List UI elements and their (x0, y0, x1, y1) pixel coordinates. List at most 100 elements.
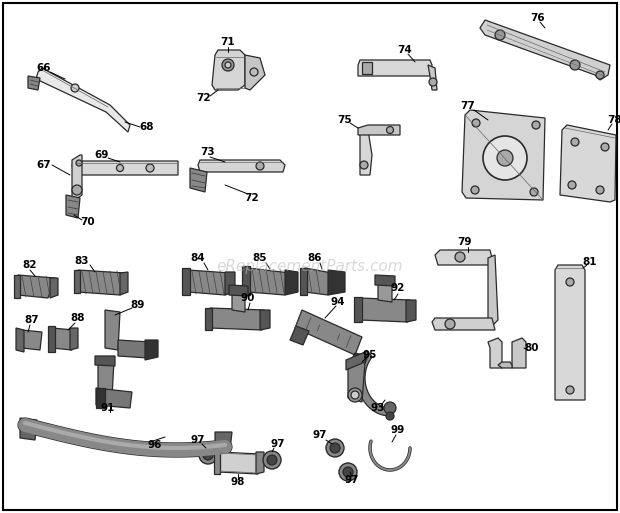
Polygon shape (212, 50, 245, 90)
Circle shape (483, 136, 527, 180)
Polygon shape (118, 340, 150, 358)
Polygon shape (98, 358, 114, 398)
Polygon shape (348, 353, 368, 370)
Text: 69: 69 (95, 150, 109, 160)
Text: 70: 70 (81, 217, 95, 227)
Circle shape (455, 252, 465, 262)
Polygon shape (428, 65, 437, 90)
Text: 90: 90 (241, 293, 255, 303)
Polygon shape (560, 125, 616, 202)
Polygon shape (328, 270, 345, 295)
Polygon shape (305, 268, 332, 295)
Circle shape (571, 138, 579, 146)
Text: 86: 86 (308, 253, 322, 263)
Polygon shape (406, 300, 416, 322)
Text: 99: 99 (391, 425, 405, 435)
Circle shape (568, 181, 576, 189)
Circle shape (343, 467, 353, 477)
Polygon shape (20, 418, 37, 440)
Polygon shape (245, 55, 265, 90)
Polygon shape (48, 326, 55, 352)
Text: 96: 96 (148, 440, 162, 450)
Polygon shape (215, 432, 232, 452)
Polygon shape (190, 168, 207, 192)
Text: 97: 97 (312, 430, 327, 440)
Circle shape (566, 278, 574, 286)
Polygon shape (260, 310, 270, 330)
Circle shape (472, 119, 480, 127)
Polygon shape (66, 195, 80, 218)
Text: 94: 94 (330, 297, 345, 307)
Polygon shape (95, 356, 115, 366)
Polygon shape (346, 352, 365, 370)
Polygon shape (360, 298, 410, 322)
Polygon shape (248, 268, 290, 295)
Circle shape (471, 186, 479, 194)
Text: 67: 67 (37, 160, 51, 170)
Circle shape (199, 446, 217, 464)
Text: 91: 91 (101, 403, 115, 413)
Text: 83: 83 (75, 256, 89, 266)
Circle shape (263, 451, 281, 469)
Polygon shape (300, 268, 307, 295)
Polygon shape (256, 452, 264, 474)
Polygon shape (214, 450, 220, 474)
Text: 74: 74 (397, 45, 412, 55)
Polygon shape (14, 275, 20, 298)
Polygon shape (348, 360, 365, 402)
Text: 97: 97 (345, 475, 359, 485)
Polygon shape (480, 20, 610, 80)
Polygon shape (225, 272, 235, 295)
Polygon shape (354, 297, 362, 322)
Text: 78: 78 (608, 115, 620, 125)
Text: 66: 66 (37, 63, 51, 73)
Polygon shape (36, 68, 130, 132)
Text: 95: 95 (363, 350, 377, 360)
Text: 81: 81 (583, 257, 597, 267)
Polygon shape (120, 272, 128, 295)
Polygon shape (375, 275, 395, 286)
Polygon shape (362, 62, 372, 74)
Circle shape (330, 443, 340, 453)
Circle shape (495, 30, 505, 40)
Circle shape (267, 455, 277, 465)
Circle shape (566, 386, 574, 394)
Polygon shape (295, 310, 362, 355)
Polygon shape (72, 155, 82, 200)
Circle shape (117, 165, 123, 171)
Polygon shape (78, 270, 125, 295)
Polygon shape (555, 265, 585, 400)
Polygon shape (498, 362, 512, 368)
Text: 92: 92 (391, 283, 405, 293)
Polygon shape (105, 310, 120, 350)
Polygon shape (290, 326, 309, 345)
Circle shape (339, 463, 357, 481)
Polygon shape (435, 250, 492, 265)
Circle shape (250, 68, 258, 76)
Text: 68: 68 (140, 122, 154, 132)
Text: 85: 85 (253, 253, 267, 263)
Circle shape (146, 164, 154, 172)
Polygon shape (52, 328, 74, 350)
Polygon shape (188, 270, 230, 295)
Circle shape (72, 185, 82, 195)
Circle shape (225, 62, 231, 68)
Polygon shape (70, 328, 78, 350)
Text: 84: 84 (191, 253, 205, 263)
Circle shape (445, 319, 455, 329)
Text: 73: 73 (201, 147, 215, 157)
Polygon shape (182, 268, 190, 295)
Circle shape (429, 78, 437, 86)
Polygon shape (462, 110, 545, 200)
Circle shape (348, 388, 362, 402)
Polygon shape (285, 270, 298, 295)
Circle shape (532, 121, 540, 129)
Circle shape (326, 439, 344, 457)
Polygon shape (50, 278, 58, 298)
Text: 88: 88 (71, 313, 86, 323)
Polygon shape (28, 76, 40, 90)
Circle shape (384, 402, 396, 414)
Circle shape (351, 391, 359, 399)
Polygon shape (218, 452, 260, 474)
Polygon shape (198, 160, 285, 172)
